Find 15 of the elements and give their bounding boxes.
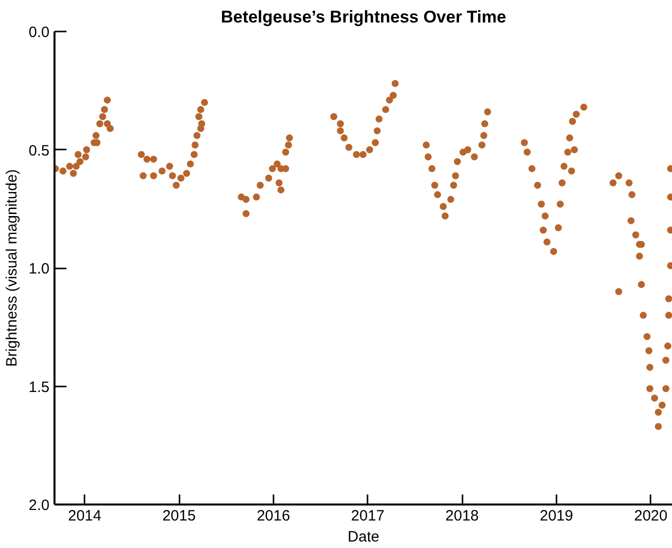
x-tick-label: 2017: [351, 508, 384, 524]
x-tick-label: 2018: [445, 508, 479, 524]
y-tick-label: 0.5: [28, 142, 50, 160]
chart-title: Betelgeuse’s Brightness Over Time: [220, 8, 506, 26]
x-tick-label: 2020: [634, 508, 668, 524]
x-tick-label: 2019: [540, 508, 574, 524]
y-tick-label: 1.5: [28, 378, 50, 396]
x-tick-label: 2016: [256, 508, 290, 524]
x-tick-label: 2014: [68, 508, 102, 524]
y-axis-title: Brightness (visual magnitude): [4, 169, 21, 367]
y-tick-label: 2.0: [28, 497, 50, 514]
y-tick-label: 1.0: [28, 260, 50, 278]
x-axis-title: Date: [348, 528, 380, 546]
x-tick-label: 2015: [162, 508, 196, 524]
y-tick-label: 0.0: [28, 24, 50, 41]
